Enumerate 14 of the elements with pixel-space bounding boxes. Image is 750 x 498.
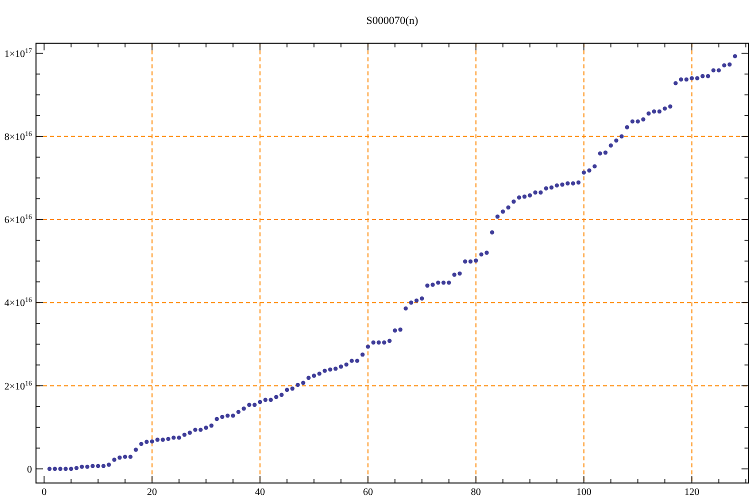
x-tick-label: 80 bbox=[470, 487, 481, 498]
chart-title: S000070(n) bbox=[366, 15, 419, 27]
x-tick-label: 120 bbox=[684, 487, 700, 498]
y-tick-label: 8×10$^{16}$ bbox=[4, 130, 32, 143]
y-tick-label: 1×10$^{17}$ bbox=[4, 46, 32, 60]
x-tick-label: 60 bbox=[362, 487, 373, 498]
x-tick-label: 0 bbox=[42, 487, 47, 498]
x-tick-label: 20 bbox=[147, 487, 158, 498]
y-tick-label: 2×10$^{16}$ bbox=[4, 379, 32, 392]
x-tick-label: 100 bbox=[576, 487, 592, 498]
y-tick-label: 6×10$^{16}$ bbox=[4, 213, 32, 226]
y-tick-label: 4×10$^{16}$ bbox=[4, 296, 32, 310]
y-tick-label: 0 bbox=[27, 464, 32, 476]
x-tick-label: 40 bbox=[255, 487, 266, 498]
